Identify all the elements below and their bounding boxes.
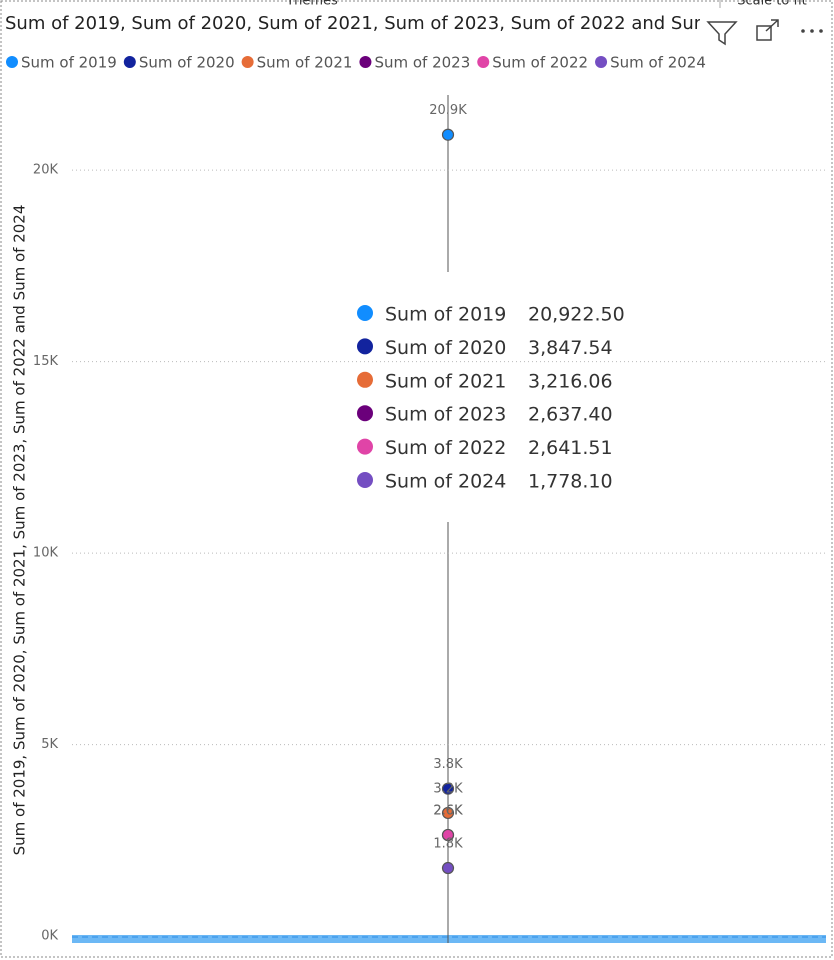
data-label: 3.2K <box>433 781 463 796</box>
tooltip-marker <box>357 438 373 455</box>
legend-label: Sum of 2021 <box>257 54 353 72</box>
tooltip-value: 1,778.10 <box>528 471 613 493</box>
tooltip-value: 20,922.50 <box>528 304 625 326</box>
more-icon[interactable] <box>801 29 823 33</box>
tooltip-value: 3,216.06 <box>528 370 613 392</box>
data-label: 2.6K <box>433 803 463 818</box>
y-tick-label: 0K <box>41 929 58 944</box>
tooltip-name: Sum of 2021 <box>385 370 506 392</box>
tooltip-value: 3,847.54 <box>528 337 613 359</box>
data-label: 20.9K <box>429 103 467 118</box>
tooltip-marker <box>357 405 373 422</box>
point <box>441 828 455 842</box>
focus-icon[interactable] <box>756 19 779 41</box>
y-tick-label: 15K <box>33 354 59 369</box>
ribbon-scale[interactable]: Scale to fit <box>737 0 807 9</box>
point <box>441 782 455 795</box>
tooltip-value: 2,641.51 <box>528 437 613 459</box>
data-label: 2.6K <box>433 804 463 819</box>
tooltip-box <box>345 272 645 522</box>
y-axis-title: Sum of 2019, Sum of 2020, Sum of 2021, S… <box>11 205 29 856</box>
tooltip-value: 2,637.40 <box>528 404 613 426</box>
y-tick-label: 10K <box>33 546 59 561</box>
legend-marker <box>123 56 136 68</box>
filter-icon[interactable] <box>706 21 738 46</box>
axis-highlight <box>72 935 826 943</box>
legend-marker <box>241 56 254 68</box>
y-tick-label: 5K <box>41 737 58 752</box>
tooltip-marker <box>357 371 373 388</box>
tooltip-marker <box>357 472 373 488</box>
legend-marker <box>359 56 372 68</box>
legend-marker <box>477 56 490 68</box>
legend-label: Sum of 2022 <box>492 54 588 72</box>
point <box>441 128 455 141</box>
data-label: 3.8K <box>433 757 463 772</box>
legend-marker <box>6 56 18 68</box>
ribbon-themes[interactable]: Themes <box>285 0 338 9</box>
legend-label: Sum of 2024 <box>610 54 706 72</box>
legend-label: Sum of 2020 <box>139 54 235 72</box>
tooltip-name: Sum of 2023 <box>385 404 506 426</box>
tooltip-marker <box>357 305 373 321</box>
chart-title: Sum of 2019, Sum of 2020, Sum of 2021, S… <box>5 13 786 34</box>
data-label: 1.8K <box>433 837 463 852</box>
tooltip-name: Sum of 2022 <box>385 437 506 459</box>
tooltip-name: Sum of 2024 <box>385 471 506 493</box>
tooltip-name: Sum of 2019 <box>385 304 506 326</box>
y-tick-label: 20K <box>33 163 59 178</box>
legend-marker <box>595 56 608 68</box>
point <box>441 861 455 875</box>
point <box>441 806 455 820</box>
tooltip-name: Sum of 2020 <box>385 337 506 359</box>
tooltip-marker <box>357 338 373 355</box>
legend-label: Sum of 2023 <box>374 54 470 72</box>
legend-label: Sum of 2019 <box>21 54 117 72</box>
